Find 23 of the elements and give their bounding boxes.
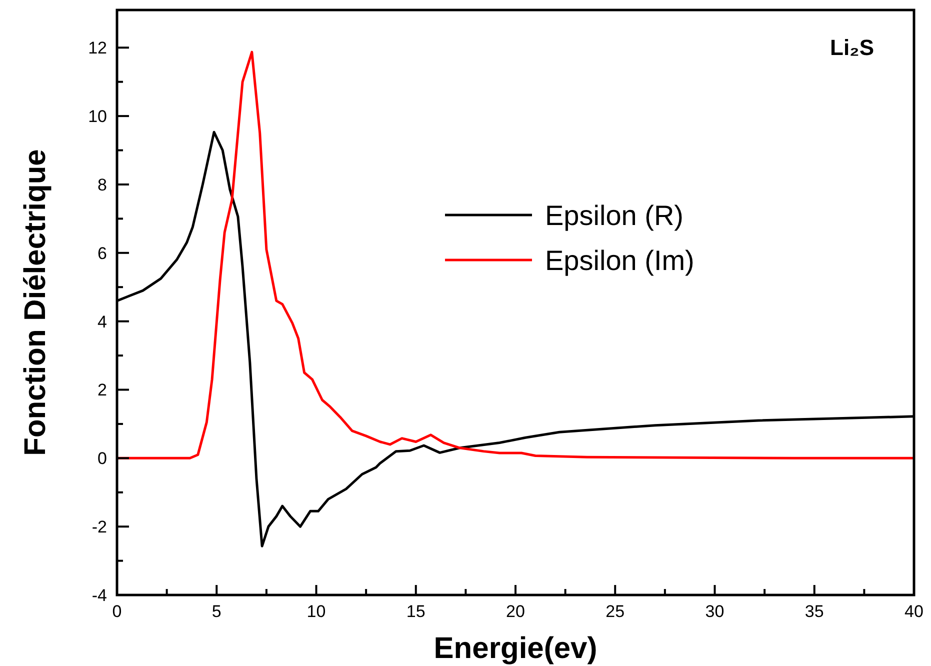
- x-tick-label: 5: [212, 602, 222, 621]
- y-tick-label: -4: [92, 586, 107, 605]
- legend-label: Epsilon (Im): [545, 245, 694, 276]
- y-axis-title: Fonction Diélectrique: [19, 149, 52, 456]
- x-tick-label: 35: [804, 602, 824, 621]
- y-tick-label: -2: [92, 518, 107, 537]
- y-tick-label: 2: [98, 380, 107, 400]
- y-tick-label: 0: [98, 449, 107, 468]
- y-tick-label: 6: [98, 244, 107, 263]
- y-tick-label: 8: [98, 175, 107, 194]
- x-tick-label: 15: [406, 602, 426, 621]
- y-tick-label: 10: [88, 107, 107, 126]
- y-tick-label: 4: [98, 312, 107, 332]
- x-tick-label: 25: [606, 602, 625, 621]
- x-tick-label: 40: [904, 602, 924, 621]
- x-tick-label: 20: [506, 602, 525, 621]
- x-tick-label: 0: [112, 602, 122, 621]
- x-tick-label: 10: [306, 602, 326, 621]
- text: Li₂S: [830, 35, 874, 60]
- x-tick-label: 30: [705, 602, 724, 621]
- x-axis-title: Energie(ev): [434, 632, 598, 665]
- y-tick-label: 12: [88, 38, 107, 58]
- legend-label: Epsilon (R): [545, 200, 684, 231]
